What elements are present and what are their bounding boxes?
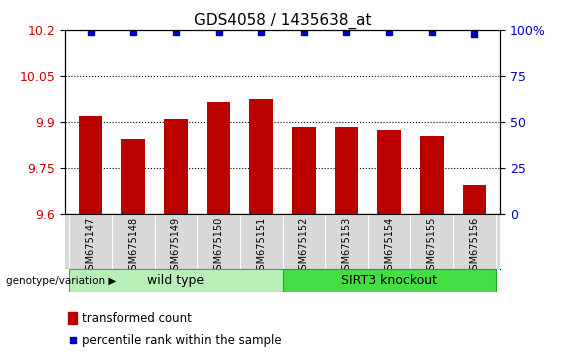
Text: GSM675147: GSM675147	[85, 217, 95, 276]
Bar	[249, 99, 273, 214]
Text: GSM675153: GSM675153	[341, 217, 351, 276]
Bar	[121, 139, 145, 214]
Bar	[282, 269, 496, 292]
Bar	[68, 312, 77, 324]
Text: SIRT3 knockout: SIRT3 knockout	[341, 274, 437, 287]
Point	[86, 29, 95, 35]
Text: GSM675148: GSM675148	[128, 217, 138, 276]
Text: GSM675155: GSM675155	[427, 217, 437, 276]
Point	[299, 29, 308, 35]
Point	[470, 31, 479, 36]
Text: wild type: wild type	[147, 274, 205, 287]
Bar	[69, 269, 282, 292]
Point	[171, 29, 180, 35]
Bar	[292, 127, 316, 214]
Bar	[420, 136, 444, 214]
Text: genotype/variation ▶: genotype/variation ▶	[6, 275, 116, 286]
Text: GSM675152: GSM675152	[299, 217, 309, 276]
Bar	[377, 130, 401, 214]
Text: percentile rank within the sample: percentile rank within the sample	[82, 334, 281, 347]
Bar	[463, 185, 486, 214]
Bar	[79, 116, 102, 214]
Point	[257, 29, 266, 35]
Bar	[207, 102, 231, 214]
Point	[68, 337, 77, 343]
Text: GSM675156: GSM675156	[470, 217, 480, 276]
Text: transformed count: transformed count	[82, 312, 192, 325]
Point	[214, 29, 223, 35]
Text: GSM675149: GSM675149	[171, 217, 181, 276]
Point	[427, 29, 436, 35]
Text: GSM675154: GSM675154	[384, 217, 394, 276]
Bar	[334, 127, 358, 214]
Text: GSM675150: GSM675150	[214, 217, 224, 276]
Point	[342, 29, 351, 35]
Title: GDS4058 / 1435638_at: GDS4058 / 1435638_at	[194, 12, 371, 29]
Point	[385, 29, 394, 35]
Bar	[164, 119, 188, 214]
Point	[129, 29, 138, 35]
Text: GSM675151: GSM675151	[256, 217, 266, 276]
